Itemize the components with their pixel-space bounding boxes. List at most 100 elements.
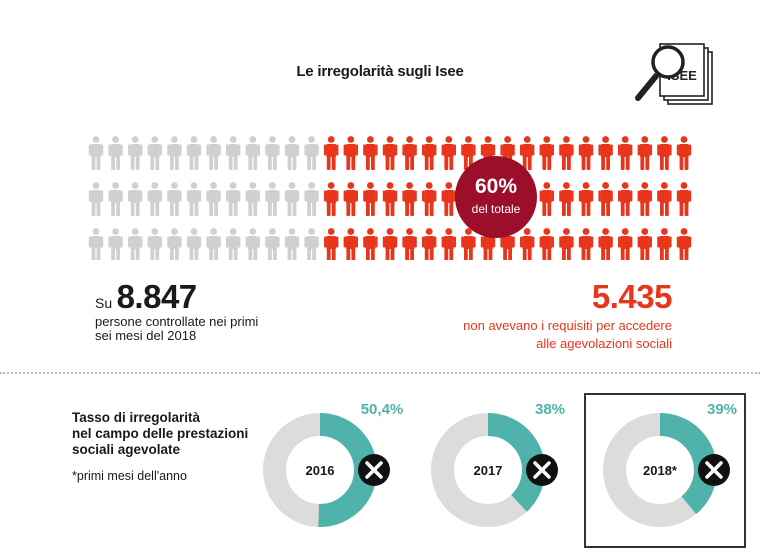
- person-red-icon: [539, 136, 554, 170]
- person-red-icon: [637, 136, 652, 170]
- person-red-icon: [324, 228, 339, 260]
- person-red-icon: [598, 182, 613, 216]
- person-red-icon: [657, 136, 672, 170]
- person-red-icon: [382, 182, 398, 216]
- person-grey-icon: [147, 182, 162, 216]
- person-grey-icon: [284, 136, 300, 170]
- person-grey-icon: [265, 228, 280, 260]
- section-title-line: Tasso di irregolarità: [72, 410, 201, 425]
- person-grey-icon: [167, 182, 182, 216]
- person-red-icon: [461, 228, 476, 260]
- person-grey-icon: [206, 228, 221, 260]
- share-badge: 60% del totale: [455, 156, 537, 238]
- person-red-icon: [559, 228, 574, 260]
- controlled-desc-line2: sei mesi del 2018: [95, 328, 197, 343]
- person-red-icon: [382, 136, 398, 170]
- person-red-icon: [363, 228, 378, 260]
- person-red-icon: [618, 228, 633, 260]
- person-red-icon: [441, 228, 456, 260]
- person-grey-icon: [88, 182, 104, 216]
- person-red-icon: [676, 136, 692, 170]
- person-grey-icon: [167, 228, 182, 260]
- person-red-icon: [598, 136, 613, 170]
- irregular-desc-line2: alle agevolazioni sociali: [536, 336, 672, 351]
- person-grey-icon: [304, 228, 319, 260]
- person-red-icon: [343, 182, 358, 216]
- people-pictogram: [88, 136, 692, 260]
- section-title: Tasso di irregolarità nel campo delle pr…: [72, 410, 248, 458]
- person-grey-icon: [108, 136, 123, 170]
- person-red-icon: [657, 182, 672, 216]
- person-grey-icon: [128, 182, 143, 216]
- person-grey-icon: [245, 228, 260, 260]
- person-red-icon: [441, 182, 456, 216]
- donut-value-label: 39%: [707, 401, 737, 418]
- share-value: 60%: [474, 175, 518, 198]
- person-red-icon: [598, 228, 613, 260]
- donut-year-label: 2017: [474, 463, 503, 478]
- person-red-icon: [676, 182, 692, 216]
- person-red-icon: [324, 182, 339, 216]
- highlight-box-2018: [584, 393, 746, 548]
- person-red-icon: [676, 228, 692, 260]
- person-red-icon: [618, 136, 633, 170]
- person-grey-icon: [284, 182, 300, 216]
- close-circle-icon: [698, 454, 730, 486]
- section-title-line: nel campo delle prestazioni: [72, 426, 249, 441]
- person-red-icon: [422, 228, 437, 260]
- person-grey-icon: [304, 182, 319, 216]
- person-grey-icon: [226, 136, 241, 170]
- close-circle-icon: [526, 454, 558, 486]
- person-red-icon: [578, 182, 594, 216]
- person-red-icon: [578, 228, 594, 260]
- person-red-icon: [559, 182, 574, 216]
- donut-year-label: 2016: [306, 463, 335, 478]
- person-red-icon: [539, 228, 554, 260]
- person-red-icon: [422, 182, 437, 216]
- donut-value-label: 50,4%: [361, 401, 404, 418]
- magnifier-document-icon: ISEE: [635, 43, 713, 105]
- person-red-icon: [402, 136, 417, 170]
- person-red-icon: [324, 136, 339, 170]
- person-red-icon: [343, 136, 358, 170]
- person-grey-icon: [128, 228, 143, 260]
- person-red-icon: [637, 182, 652, 216]
- page-title: Le irregolarità sugli Isee: [296, 63, 464, 80]
- person-red-icon: [520, 228, 535, 260]
- donut-value-label: 38%: [535, 401, 565, 418]
- person-grey-icon: [88, 228, 104, 260]
- person-grey-icon: [284, 228, 300, 260]
- person-grey-icon: [147, 228, 162, 260]
- share-label: del totale: [471, 202, 521, 216]
- donut-year-label: 2018*: [643, 463, 678, 478]
- person-grey-icon: [186, 228, 202, 260]
- controlled-prefix: Su: [95, 295, 113, 311]
- person-red-icon: [657, 228, 672, 260]
- controlled-desc-line1: persone controllate nei primi: [95, 314, 259, 329]
- section-divider: [0, 372, 760, 374]
- person-red-icon: [422, 136, 437, 170]
- person-red-icon: [559, 136, 574, 170]
- controlled-value: 8.847: [116, 278, 198, 315]
- person-grey-icon: [226, 182, 241, 216]
- person-grey-icon: [304, 136, 319, 170]
- person-red-icon: [343, 228, 358, 260]
- person-grey-icon: [88, 136, 104, 170]
- person-grey-icon: [265, 182, 280, 216]
- person-grey-icon: [206, 136, 221, 170]
- person-red-icon: [539, 182, 554, 216]
- person-grey-icon: [108, 182, 123, 216]
- person-grey-icon: [186, 136, 202, 170]
- person-grey-icon: [147, 136, 162, 170]
- person-grey-icon: [167, 136, 182, 170]
- irregular-stat: 5.435 non avevano i requisiti per accede…: [463, 278, 672, 352]
- person-grey-icon: [226, 228, 241, 260]
- person-grey-icon: [108, 228, 123, 260]
- irregular-desc-line1: non avevano i requisiti per accedere: [463, 318, 672, 333]
- person-red-icon: [402, 182, 417, 216]
- person-grey-icon: [128, 136, 143, 170]
- person-red-icon: [363, 182, 378, 216]
- person-red-icon: [637, 228, 652, 260]
- irregular-value: 5.435: [591, 278, 673, 315]
